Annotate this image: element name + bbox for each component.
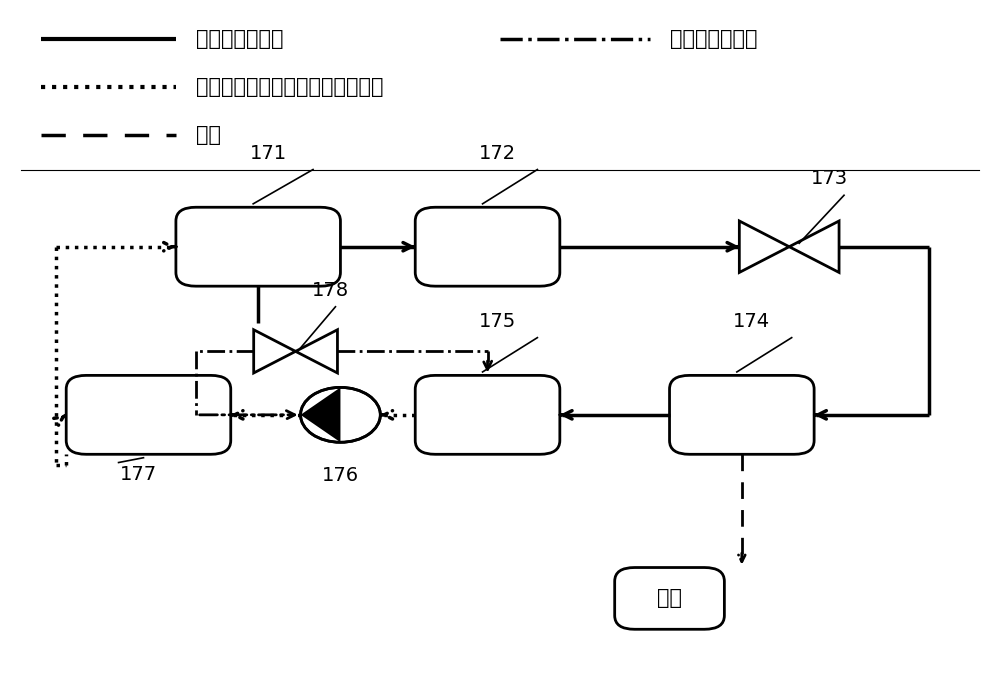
Text: 172: 172 (479, 143, 516, 163)
FancyBboxPatch shape (415, 376, 560, 454)
Text: 制冷剂与吸收剂混合溶液循环路径: 制冷剂与吸收剂混合溶液循环路径 (196, 77, 383, 97)
Text: 制冷剂循环路径: 制冷剂循环路径 (196, 29, 283, 49)
Text: 177: 177 (120, 464, 157, 484)
Text: 174: 174 (733, 312, 770, 331)
Text: 178: 178 (312, 281, 349, 300)
Text: 吸收剂循环路径: 吸收剂循环路径 (670, 29, 757, 49)
Text: 制冷: 制冷 (657, 588, 682, 608)
FancyBboxPatch shape (66, 376, 231, 454)
Text: 175: 175 (479, 312, 516, 331)
FancyBboxPatch shape (615, 568, 724, 629)
FancyBboxPatch shape (670, 376, 814, 454)
FancyBboxPatch shape (415, 207, 560, 286)
Text: 制冷: 制冷 (196, 125, 221, 145)
Text: 173: 173 (811, 169, 848, 188)
Polygon shape (301, 387, 340, 442)
FancyBboxPatch shape (176, 207, 340, 286)
Text: 176: 176 (322, 466, 359, 485)
Text: 171: 171 (250, 143, 287, 163)
